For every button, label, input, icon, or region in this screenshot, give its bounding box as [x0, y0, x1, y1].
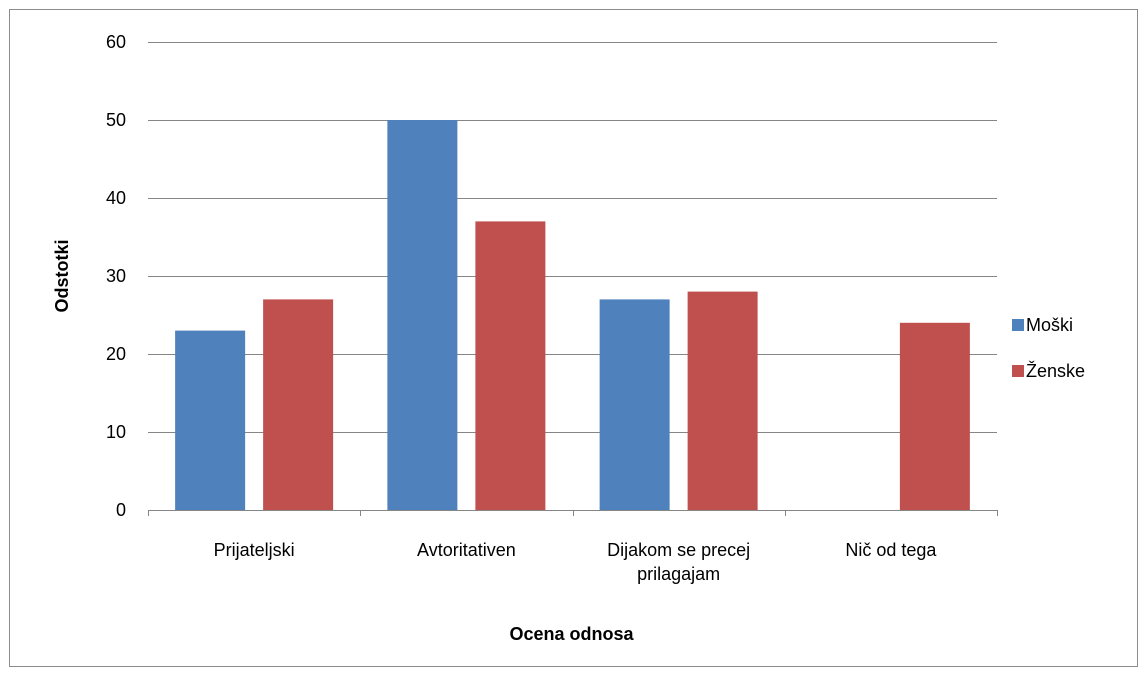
bar	[175, 330, 246, 510]
y-tick-label: 30	[105, 266, 126, 286]
y-axis-title: Odstotki	[52, 239, 72, 313]
x-tick-label: Nič od tega	[845, 540, 937, 560]
x-axis-title: Ocena odnosa	[0, 622, 1147, 646]
bar	[899, 322, 970, 510]
legend-label: Moški	[1026, 315, 1074, 335]
y-tick-label: 60	[105, 32, 126, 52]
bar	[263, 299, 334, 510]
legend-swatch	[1012, 365, 1024, 377]
bar	[387, 120, 458, 510]
x-tick-label: Dijakom se precej prilagajam	[607, 540, 751, 584]
bar	[599, 299, 670, 510]
y-tick-label: 20	[105, 344, 126, 364]
x-tick-label: Prijateljski	[213, 540, 295, 560]
y-tick-label: 10	[105, 422, 126, 442]
bar	[687, 291, 758, 510]
y-tick-label: 40	[105, 188, 126, 208]
y-tick-label: 50	[105, 110, 126, 130]
legend-label: Ženske	[1026, 361, 1086, 381]
bar	[475, 221, 546, 510]
y-tick-label: 0	[115, 500, 126, 520]
legend-swatch	[1012, 319, 1024, 331]
x-axis-title-text: Ocena odnosa	[509, 624, 634, 644]
x-tick-label: Avtoritativen	[417, 540, 516, 560]
